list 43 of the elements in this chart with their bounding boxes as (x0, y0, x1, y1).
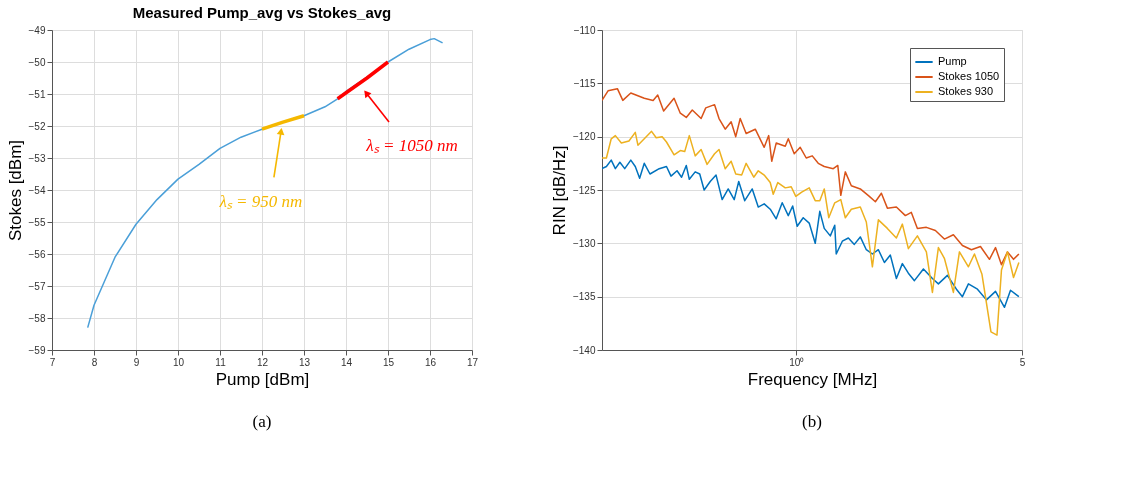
y-tick-label: −50 (28, 56, 46, 68)
y-tick-label: −52 (28, 120, 46, 132)
x-tick-label: 7 (49, 356, 56, 368)
y-axis-title: Stokes [dBm] (5, 139, 25, 242)
x-tick-label: 14 (340, 356, 353, 368)
legend-label: Stokes 1050 (938, 70, 1000, 82)
y-tick-label: −110 (573, 24, 596, 36)
legend-label: Stokes 930 (938, 85, 994, 97)
text: (b) (802, 412, 822, 431)
y-tick-label: −120 (572, 131, 596, 143)
legend-label: Pump (938, 55, 967, 67)
x-axis-title: Pump [dBm] (215, 369, 310, 389)
x-tick-label: 11 (215, 356, 227, 368)
y-tick-label: −125 (572, 184, 596, 196)
y-tick-label: −115 (573, 77, 596, 89)
y-tick-label: −59 (28, 344, 46, 356)
annotation: λₛ = 950 nm (218, 192, 303, 212)
x-tick-label: 10⁰ (789, 356, 805, 368)
x-tick-label: 15 (382, 356, 395, 368)
y-tick-label: −58 (28, 312, 46, 324)
y-tick-label: −56 (28, 248, 46, 260)
x-tick-label: 16 (424, 356, 437, 368)
y-tick-label: −51 (28, 88, 46, 100)
y-tick-label: −53 (28, 152, 46, 164)
y-tick-label: −54 (28, 184, 46, 196)
y-tick-label: −140 (572, 344, 596, 356)
y-tick-label: −55 (28, 216, 46, 228)
x-tick-label: 5 (1019, 356, 1026, 368)
y-tick-label: −57 (28, 280, 46, 292)
y-axis-title: RIN [dB/Hz] (549, 145, 569, 236)
x-tick-label: 8 (91, 356, 98, 368)
x-tick-label: 10 (172, 356, 185, 368)
y-tick-label: −135 (572, 291, 596, 303)
x-tick-label: 17 (466, 356, 479, 368)
y-tick-label: −49 (28, 24, 46, 36)
x-tick-label: 12 (256, 356, 269, 368)
x-tick-label: 9 (133, 356, 140, 368)
x-tick-label: 13 (298, 356, 311, 368)
text: (a) (252, 412, 272, 431)
chart-title: Measured Pump_avg vs Stokes_avg (132, 4, 392, 21)
y-tick-label: −130 (572, 237, 596, 249)
x-axis-title: Frequency [MHz] (747, 369, 878, 389)
annotation: λₛ = 1050 nm (365, 136, 458, 155)
